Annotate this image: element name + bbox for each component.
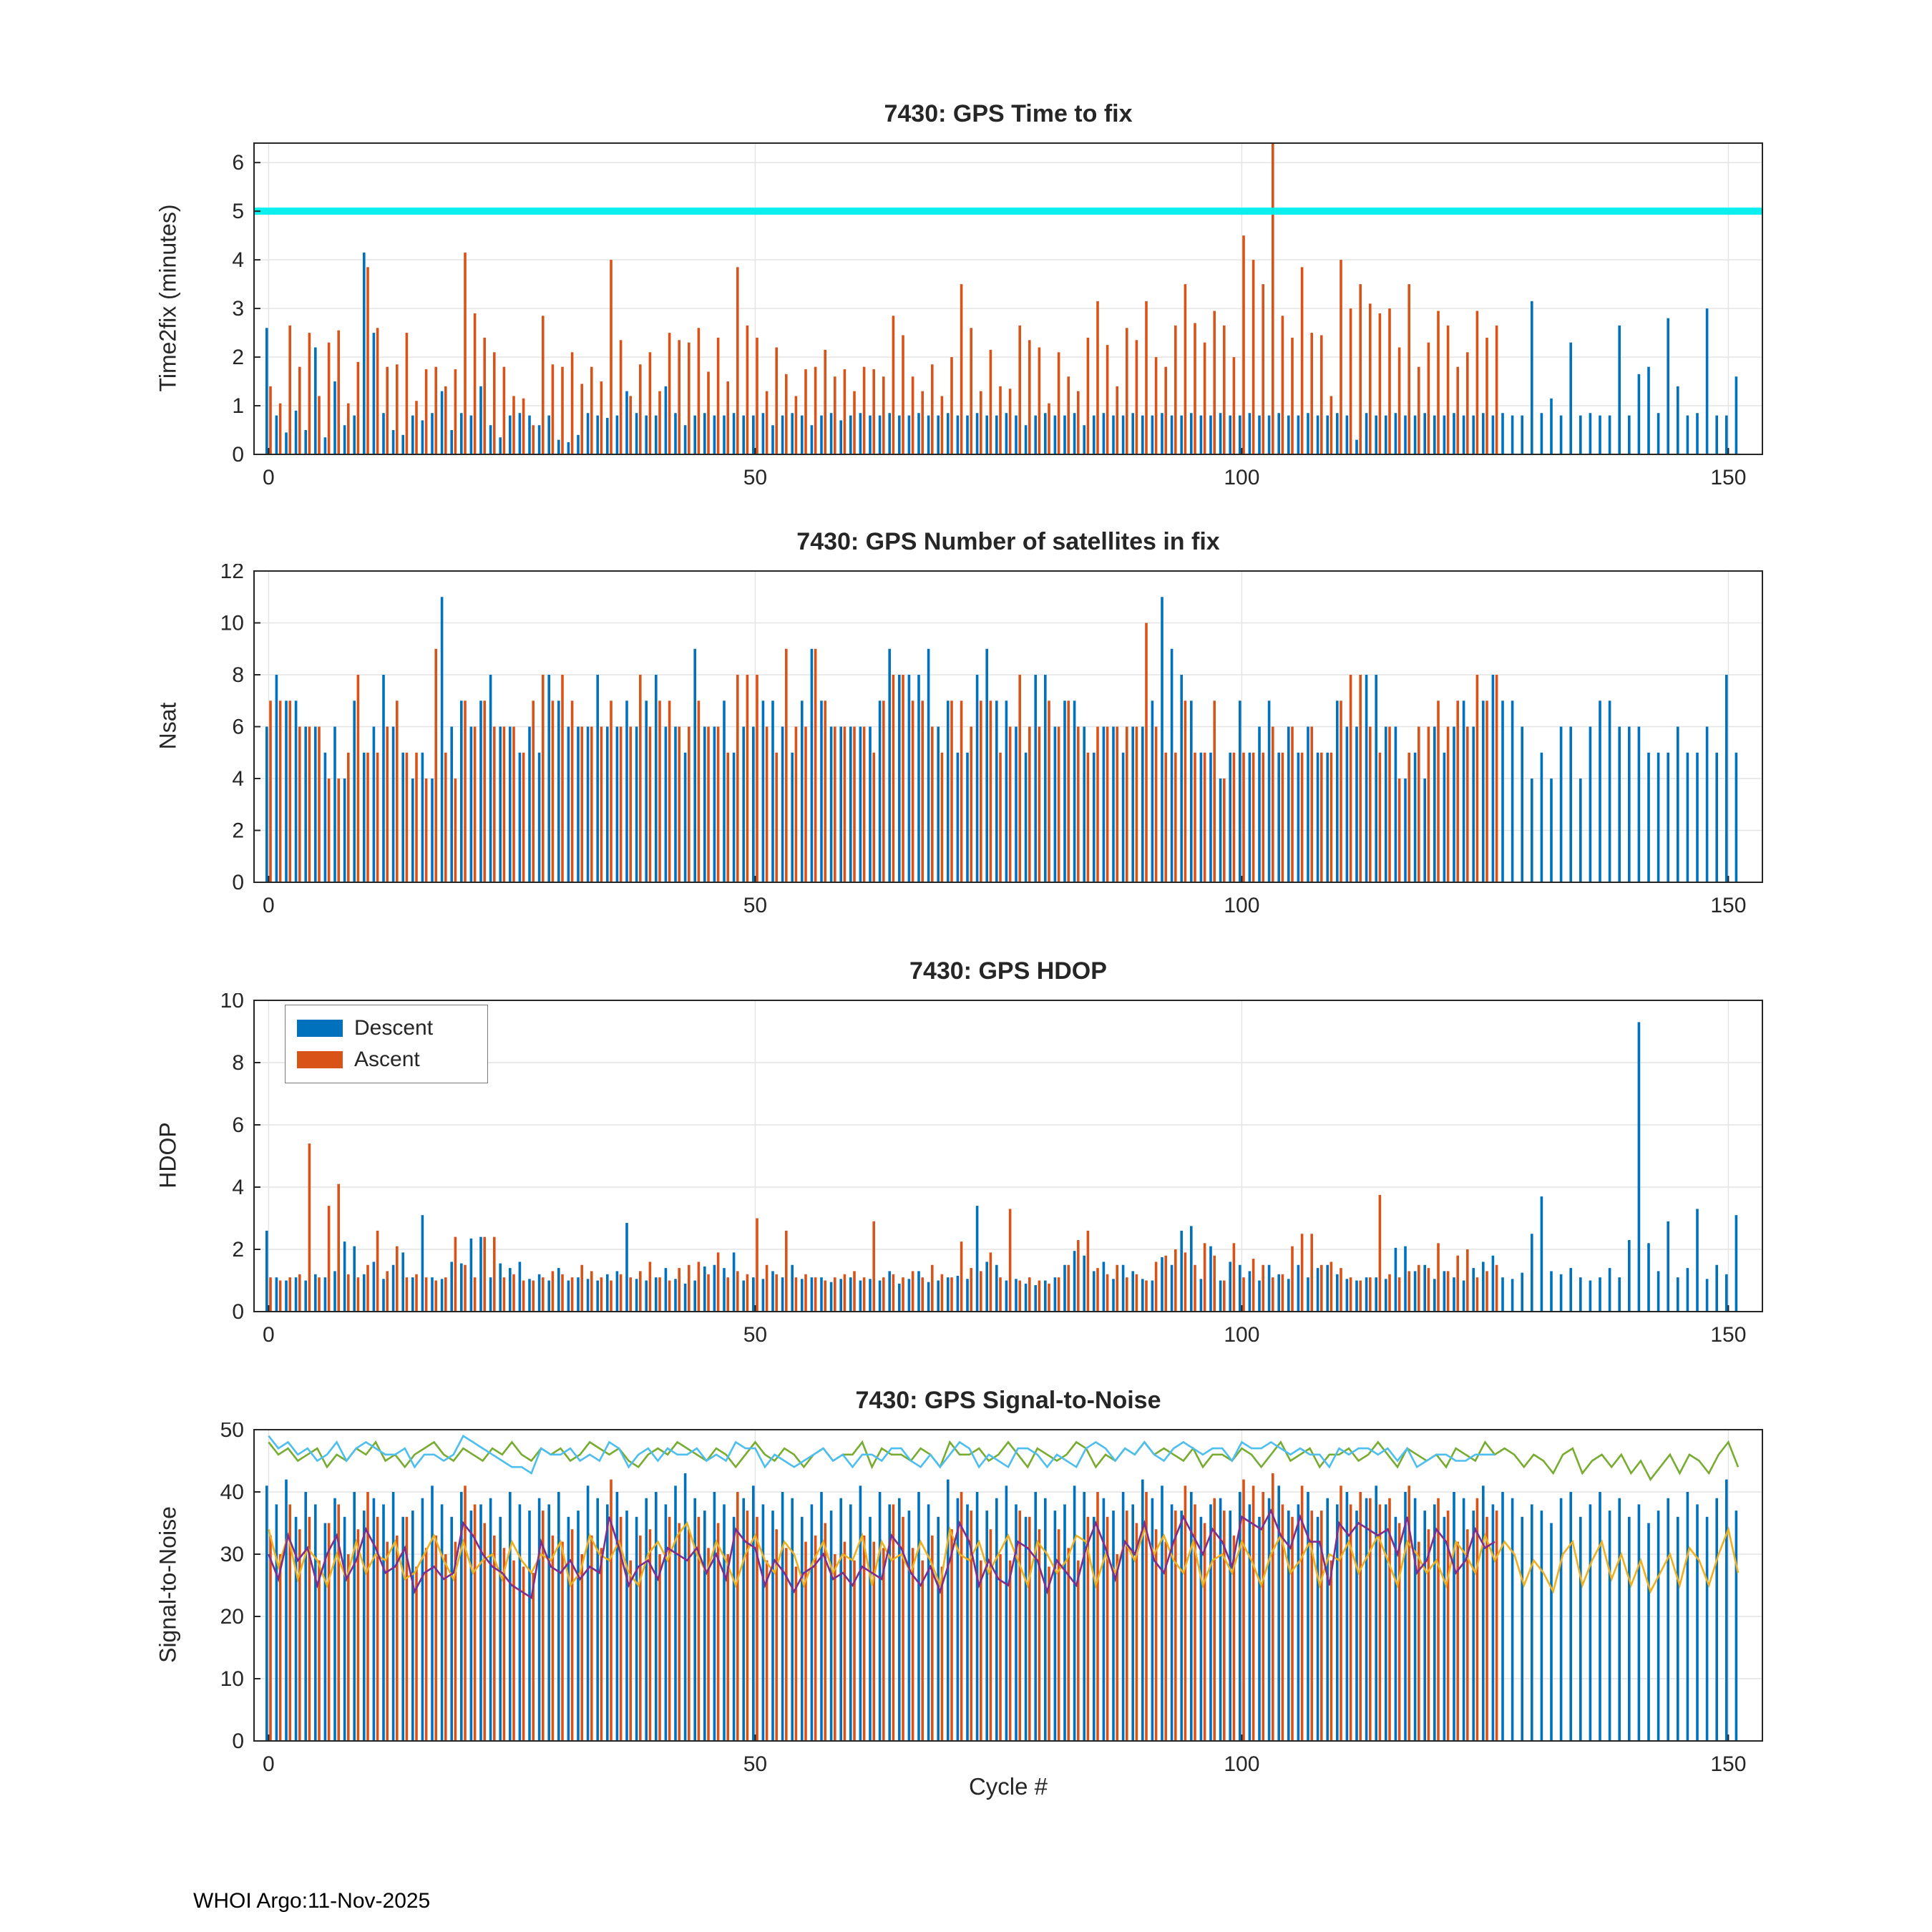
svg-text:6: 6	[232, 151, 244, 175]
svg-text:50: 50	[743, 894, 767, 917]
legend-label-descent: Descent	[354, 1016, 434, 1040]
legend-entry-descent: Descent	[286, 1013, 487, 1044]
svg-text:10: 10	[220, 612, 244, 635]
svg-text:8: 8	[232, 1051, 244, 1075]
svg-text:0: 0	[263, 894, 275, 917]
svg-text:10: 10	[220, 993, 244, 1013]
hdop-title: 7430: GPS HDOP	[909, 957, 1107, 985]
svg-text:150: 150	[1710, 466, 1746, 489]
legend-label-ascent: Ascent	[354, 1048, 420, 1071]
svg-text:8: 8	[232, 663, 244, 687]
svg-text:2: 2	[232, 346, 244, 369]
svg-text:10: 10	[220, 1667, 244, 1691]
svg-text:2: 2	[232, 1238, 244, 1262]
svg-text:40: 40	[220, 1480, 244, 1504]
svg-text:100: 100	[1224, 466, 1259, 489]
svg-text:4: 4	[232, 1176, 244, 1199]
svg-text:0: 0	[232, 443, 244, 467]
svg-text:5: 5	[232, 200, 244, 223]
svg-text:12: 12	[220, 564, 244, 583]
svg-text:0: 0	[232, 1729, 244, 1753]
svg-text:0: 0	[263, 1752, 275, 1776]
svg-text:50: 50	[220, 1423, 244, 1442]
svg-text:1: 1	[232, 394, 244, 418]
legend-entry-ascent: Ascent	[286, 1044, 487, 1075]
svg-text:50: 50	[743, 1323, 767, 1347]
svg-text:0: 0	[263, 466, 275, 489]
svg-text:150: 150	[1710, 1752, 1746, 1776]
svg-text:30: 30	[220, 1543, 244, 1566]
svg-text:50: 50	[743, 1752, 767, 1776]
svg-text:100: 100	[1224, 894, 1259, 917]
time-to-fix-chart: 0 1 2 3 4 5 6 0 50 100 150	[232, 142, 1763, 489]
svg-text:100: 100	[1224, 1752, 1259, 1776]
svg-text:6: 6	[232, 1113, 244, 1137]
svg-text:6: 6	[232, 716, 244, 739]
svg-text:100: 100	[1224, 1323, 1259, 1347]
nsat-chart: 0 2 4 6 8 10 12 0 50 100 150	[220, 564, 1763, 917]
svg-text:0: 0	[263, 1323, 275, 1347]
ascent-swatch	[297, 1051, 343, 1068]
svg-text:2: 2	[232, 819, 244, 843]
svg-text:0: 0	[232, 1300, 244, 1324]
svg-text:4: 4	[232, 248, 244, 272]
x-axis-label: Cycle #	[968, 1773, 1048, 1800]
svg-text:20: 20	[220, 1605, 244, 1629]
snr-chart: 0 10 20 30 40 50 0 50 100 150	[220, 1423, 1763, 1776]
svg-text:4: 4	[232, 767, 244, 791]
descent-swatch	[297, 1020, 343, 1037]
legend: Descent Ascent	[285, 1005, 488, 1083]
footer-text: WHOI Argo:11-Nov-2025	[193, 1889, 431, 1913]
svg-text:0: 0	[232, 871, 244, 894]
svg-text:3: 3	[232, 297, 244, 321]
svg-text:50: 50	[743, 466, 767, 489]
snr-title: 7430: GPS Signal-to-Noise	[855, 1387, 1161, 1414]
svg-text:150: 150	[1710, 894, 1746, 917]
svg-text:150: 150	[1710, 1323, 1746, 1347]
nsat-title: 7430: GPS Number of satellites in fix	[796, 528, 1220, 555]
time-to-fix-title: 7430: GPS Time to fix	[884, 100, 1133, 127]
